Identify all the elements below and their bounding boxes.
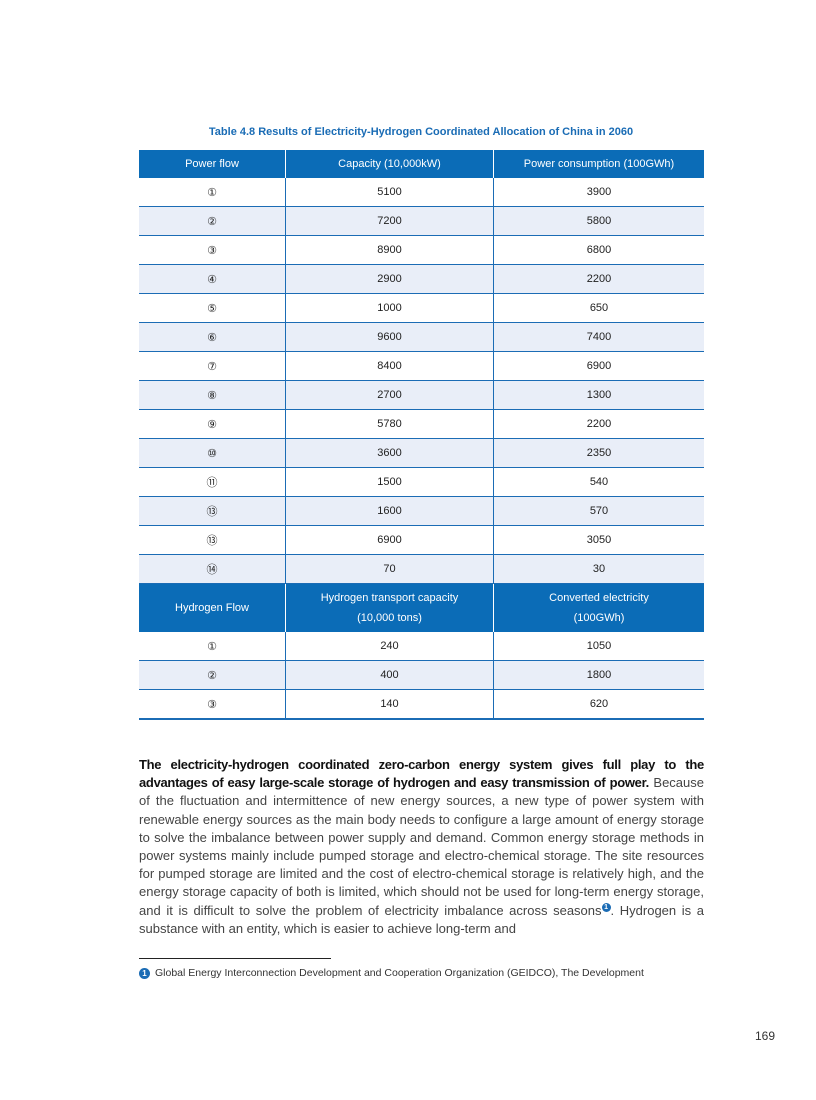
table-row: ③ 140 620 xyxy=(139,689,704,720)
energy-cell: 570 xyxy=(493,496,704,526)
flow-id-cell: ② xyxy=(139,660,286,690)
footnote-divider xyxy=(139,958,331,959)
header-text: Hydrogen transport capacity xyxy=(320,592,459,604)
energy-cell: 2200 xyxy=(493,409,704,439)
energy-cell: 2200 xyxy=(493,264,704,294)
energy-cell: 620 xyxy=(493,689,704,720)
capacity-cell: 400 xyxy=(285,660,494,690)
header-text: Converted electricity xyxy=(549,592,649,604)
table-row: ② 7200 5800 xyxy=(139,206,704,236)
flow-id-cell: ⑦ xyxy=(139,351,286,381)
header-capacity: Capacity (10,000kW) xyxy=(285,150,494,178)
capacity-cell: 7200 xyxy=(285,206,494,236)
flow-id-cell: ⑥ xyxy=(139,322,286,352)
flow-id-cell: ⑤ xyxy=(139,293,286,323)
capacity-cell: 5780 xyxy=(285,409,494,439)
capacity-cell: 1000 xyxy=(285,293,494,323)
table-row: ⑩ 3600 2350 xyxy=(139,438,704,468)
body-paragraph: The electricity-hydrogen coordinated zer… xyxy=(139,756,704,938)
table-caption: Table 4.8 Results of Electricity-Hydroge… xyxy=(208,126,634,138)
energy-cell: 6900 xyxy=(493,351,704,381)
flow-id-cell: ⑩ xyxy=(139,438,286,468)
footnote-marker[interactable]: 1 xyxy=(601,902,611,912)
energy-cell: 6800 xyxy=(493,235,704,265)
capacity-cell: 2900 xyxy=(285,264,494,294)
table-row: ⑨ 5780 2200 xyxy=(139,409,704,439)
header-unit: (100GWh) xyxy=(573,612,625,624)
flow-id-cell: ⑧ xyxy=(139,380,286,410)
capacity-cell: 70 xyxy=(285,554,494,584)
flow-id-cell: ⑨ xyxy=(139,409,286,439)
capacity-cell: 5100 xyxy=(285,178,494,207)
page-number: 169 xyxy=(755,1029,776,1043)
energy-cell: 3050 xyxy=(493,525,704,555)
flow-id-cell: ④ xyxy=(139,264,286,294)
capacity-cell: 140 xyxy=(285,689,494,720)
hydrogen-header-row: Hydrogen Flow Hydrogen transport capacit… xyxy=(139,583,704,632)
flow-id-cell: ① xyxy=(139,632,286,661)
table-row: ⑤ 1000 650 xyxy=(139,293,704,323)
table-row: ⑦ 8400 6900 xyxy=(139,351,704,381)
energy-cell: 5800 xyxy=(493,206,704,236)
table-row: ⑥ 9600 7400 xyxy=(139,322,704,352)
header-power-flow: Power flow xyxy=(139,150,286,178)
table-row: ⑭ 70 30 xyxy=(139,554,704,584)
capacity-cell: 8400 xyxy=(285,351,494,381)
energy-cell: 3900 xyxy=(493,178,704,207)
energy-cell: 7400 xyxy=(493,322,704,352)
energy-cell: 2350 xyxy=(493,438,704,468)
table-row: ① 240 1050 xyxy=(139,632,704,661)
energy-cell: 1050 xyxy=(493,632,704,661)
capacity-cell: 6900 xyxy=(285,525,494,555)
capacity-cell: 8900 xyxy=(285,235,494,265)
energy-cell: 1800 xyxy=(493,660,704,690)
capacity-cell: 1600 xyxy=(285,496,494,526)
flow-id-cell: ③ xyxy=(139,235,286,265)
table-row: ③ 8900 6800 xyxy=(139,235,704,265)
header-hydrogen-capacity: Hydrogen transport capacity (10,000 tons) xyxy=(285,583,494,632)
footnote-number: 1 xyxy=(139,968,150,979)
header-power-consumption: Power consumption (100GWh) xyxy=(493,150,704,178)
body-text-cont: . Hydrogen is a substance with an entity… xyxy=(139,902,705,936)
header-converted-electricity: Converted electricity (100GWh) xyxy=(493,583,704,632)
footnote-text: Global Energy Interconnection Developmen… xyxy=(155,967,644,979)
table-row: ④ 2900 2200 xyxy=(139,264,704,294)
table-row: ⑬ 1600 570 xyxy=(139,496,704,526)
table-row: ① 5100 3900 xyxy=(139,178,704,207)
header-hydrogen-flow: Hydrogen Flow xyxy=(139,583,286,632)
allocation-table: Power flow Capacity (10,000kW) Power con… xyxy=(139,150,704,720)
table-row: ⑬ 6900 3050 xyxy=(139,525,704,555)
capacity-cell: 9600 xyxy=(285,322,494,352)
header-unit: (10,000 tons) xyxy=(357,612,422,624)
capacity-cell: 240 xyxy=(285,632,494,661)
energy-cell: 1300 xyxy=(493,380,704,410)
table-row: ② 400 1800 xyxy=(139,660,704,690)
flow-id-cell: ⑬ xyxy=(139,496,286,526)
energy-cell: 650 xyxy=(493,293,704,323)
table-row: ⑪ 1500 540 xyxy=(139,467,704,497)
footnote: 1 Global Energy Interconnection Developme… xyxy=(139,967,704,979)
energy-cell: 30 xyxy=(493,554,704,584)
flow-id-cell: ② xyxy=(139,206,286,236)
flow-id-cell: ③ xyxy=(139,689,286,720)
flow-id-cell: ⑬ xyxy=(139,525,286,555)
capacity-cell: 1500 xyxy=(285,467,494,497)
capacity-cell: 3600 xyxy=(285,438,494,468)
capacity-cell: 2700 xyxy=(285,380,494,410)
flow-id-cell: ⑪ xyxy=(139,467,286,497)
flow-id-cell: ① xyxy=(139,178,286,207)
energy-cell: 540 xyxy=(493,467,704,497)
lead-sentence: The electricity-hydrogen coordinated zer… xyxy=(139,757,704,791)
flow-id-cell: ⑭ xyxy=(139,554,286,584)
power-header-row: Power flow Capacity (10,000kW) Power con… xyxy=(139,150,704,178)
table-row: ⑧ 2700 1300 xyxy=(139,380,704,410)
body-text: Because of the fluctuation and intermitt… xyxy=(139,775,705,918)
